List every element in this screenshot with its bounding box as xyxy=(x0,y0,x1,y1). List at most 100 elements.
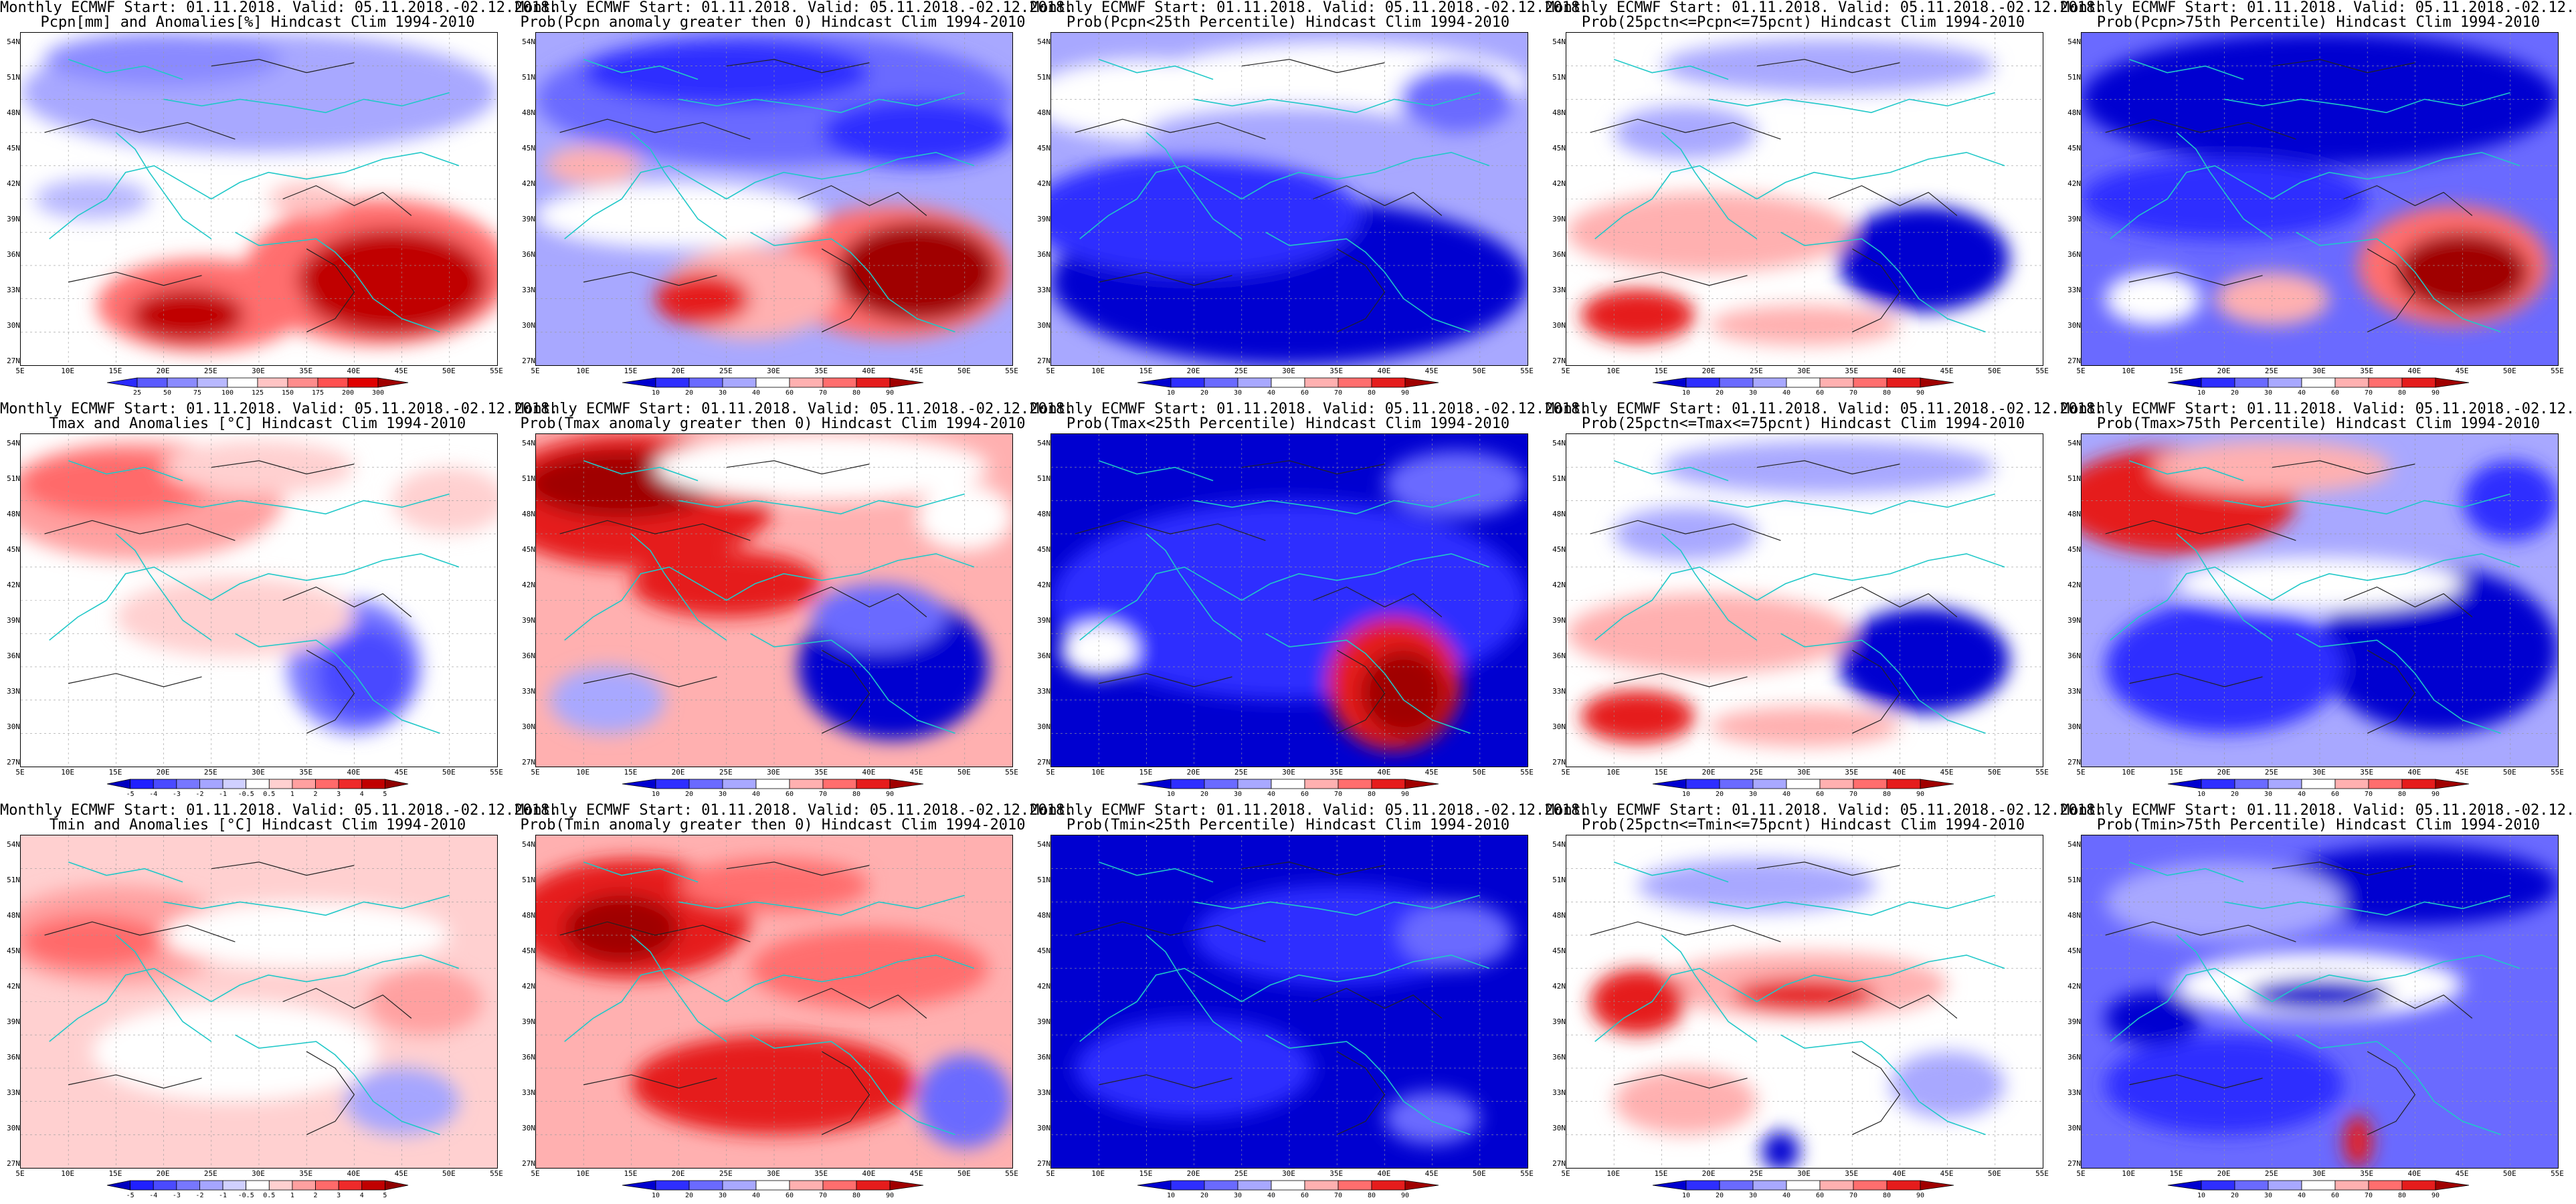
coastline xyxy=(68,460,183,482)
colorbar-swatch xyxy=(889,1180,924,1191)
longitude-label: 35E xyxy=(1845,768,1859,777)
panel-title: Prob(Pcpn anomaly greater then 0) Hindca… xyxy=(520,14,1026,31)
colorbar-swatch xyxy=(2435,377,2470,388)
latitude-label: 36N xyxy=(522,1053,535,1062)
contour-line xyxy=(2367,248,2416,332)
colorbar-swatch xyxy=(257,377,288,388)
longitude-label: 15E xyxy=(1654,768,1668,777)
longitude-label: 45E xyxy=(1940,1169,1954,1178)
forecast-map xyxy=(1050,433,1528,767)
coastline xyxy=(1709,894,1996,916)
panel-header-line: Monthly ECMWF Start: 01.11.2018. Valid: … xyxy=(1030,0,1589,16)
latitude-label: 42N xyxy=(1552,581,1566,589)
longitude-label: 20E xyxy=(1186,768,1200,777)
coastline xyxy=(49,152,460,239)
contour-line xyxy=(821,649,870,734)
latitude-label: 27N xyxy=(522,357,535,365)
longitude-label: 5E xyxy=(1561,768,1570,777)
colorbar-swatch xyxy=(2301,377,2336,388)
coastline xyxy=(163,894,450,916)
coastline xyxy=(678,92,965,114)
latitude-label: 54N xyxy=(2067,840,2081,849)
forecast-map xyxy=(535,835,1013,1169)
latitude-label: 36N xyxy=(1552,1053,1566,1062)
latitude-label: 51N xyxy=(522,73,535,82)
colorbar-label: 20 xyxy=(1200,389,1209,397)
colorbar-label: 90 xyxy=(1916,389,1925,397)
field-shading xyxy=(631,550,822,617)
contour-line xyxy=(1241,460,1385,475)
colorbar-label: 20 xyxy=(1715,1192,1724,1199)
coastline xyxy=(1079,152,1490,239)
longitude-label: 45E xyxy=(1424,768,1439,777)
longitude-label: 15E xyxy=(108,768,122,777)
latitude-label: 48N xyxy=(522,911,535,920)
colorbar-swatch xyxy=(1338,779,1372,789)
colorbar-swatch xyxy=(1886,377,1921,388)
contour-line xyxy=(1241,862,1385,876)
contour-line xyxy=(1590,921,1781,942)
coastline xyxy=(1265,1034,1471,1136)
colorbar-swatch xyxy=(1685,779,1720,789)
latitude-label: 30N xyxy=(522,722,535,731)
longitude-label: 15E xyxy=(624,1169,638,1178)
colorbar xyxy=(622,377,924,388)
field-shading xyxy=(1761,1131,1800,1168)
latitude-label: 48N xyxy=(7,911,20,920)
field-shading xyxy=(1360,650,1447,737)
coastline xyxy=(163,92,450,114)
contour-line xyxy=(211,460,355,475)
colorbar-swatch xyxy=(1819,377,1854,388)
coastline xyxy=(2110,152,2520,239)
longitude-label: 40E xyxy=(347,1169,361,1178)
coastline xyxy=(1194,92,1481,114)
colorbar-label: 60 xyxy=(1815,1192,1825,1199)
forecast-panel: Monthly ECMWF Start: 01.11.2018. Valid: … xyxy=(1030,0,1589,401)
colorbar-swatch xyxy=(1853,377,1888,388)
colorbar-label: 40 xyxy=(1782,389,1791,397)
colorbar-swatch xyxy=(2201,1180,2235,1191)
latitude-label: 42N xyxy=(1037,581,1050,589)
colorbar-label: 80 xyxy=(1367,389,1376,397)
longitude-label: 55E xyxy=(2551,768,2564,777)
field-shading xyxy=(21,915,164,969)
latitude-label: 51N xyxy=(2067,474,2081,483)
coastline xyxy=(115,934,212,1042)
latitude-label: 51N xyxy=(1552,876,1566,884)
latitude-label: 45N xyxy=(1037,946,1050,955)
colorbar-label: 4 xyxy=(359,791,364,798)
colorbar-label: -0.5 xyxy=(238,1192,254,1199)
longitude-label: 30E xyxy=(1797,1169,1811,1178)
colorbar-swatch xyxy=(789,779,824,789)
colorbar-label: 60 xyxy=(1815,389,1825,397)
panel-header-line: Monthly ECMWF Start: 01.11.2018. Valid: … xyxy=(0,802,559,819)
longitude-label: 25E xyxy=(1749,768,1763,777)
latitude-label: 30N xyxy=(7,1124,20,1132)
coastline xyxy=(2224,493,2511,515)
longitude-label: 35E xyxy=(1329,367,1344,375)
forecast-map xyxy=(1050,32,1528,366)
field-shading xyxy=(812,583,946,651)
colorbar-label: 70 xyxy=(818,389,828,397)
contour-line xyxy=(1075,921,1266,942)
colorbar-label: 70 xyxy=(818,1192,828,1199)
colorbar-label: 50 xyxy=(163,389,172,397)
field-shading xyxy=(2177,557,2463,611)
colorbar-label: 3 xyxy=(337,1192,341,1199)
colorbar-label: 10 xyxy=(651,1192,660,1199)
colorbar xyxy=(622,1180,924,1191)
longitude-label: 10E xyxy=(576,1169,590,1178)
colorbar-swatch xyxy=(722,377,757,388)
colorbar-swatch xyxy=(822,1180,857,1191)
colorbar-swatch xyxy=(1371,377,1406,388)
longitude-label: 30E xyxy=(1797,367,1811,375)
longitude-label: 25E xyxy=(1749,1169,1763,1178)
colorbar-swatch xyxy=(1137,377,1172,388)
forecast-map xyxy=(20,32,498,366)
field-shading xyxy=(2082,159,2368,239)
colorbar-swatch xyxy=(1371,1180,1406,1191)
longitude-label: 20E xyxy=(1186,1169,1200,1178)
coastline xyxy=(1194,493,1481,515)
contour-line xyxy=(1756,460,1900,475)
longitude-label: 30E xyxy=(2312,367,2326,375)
